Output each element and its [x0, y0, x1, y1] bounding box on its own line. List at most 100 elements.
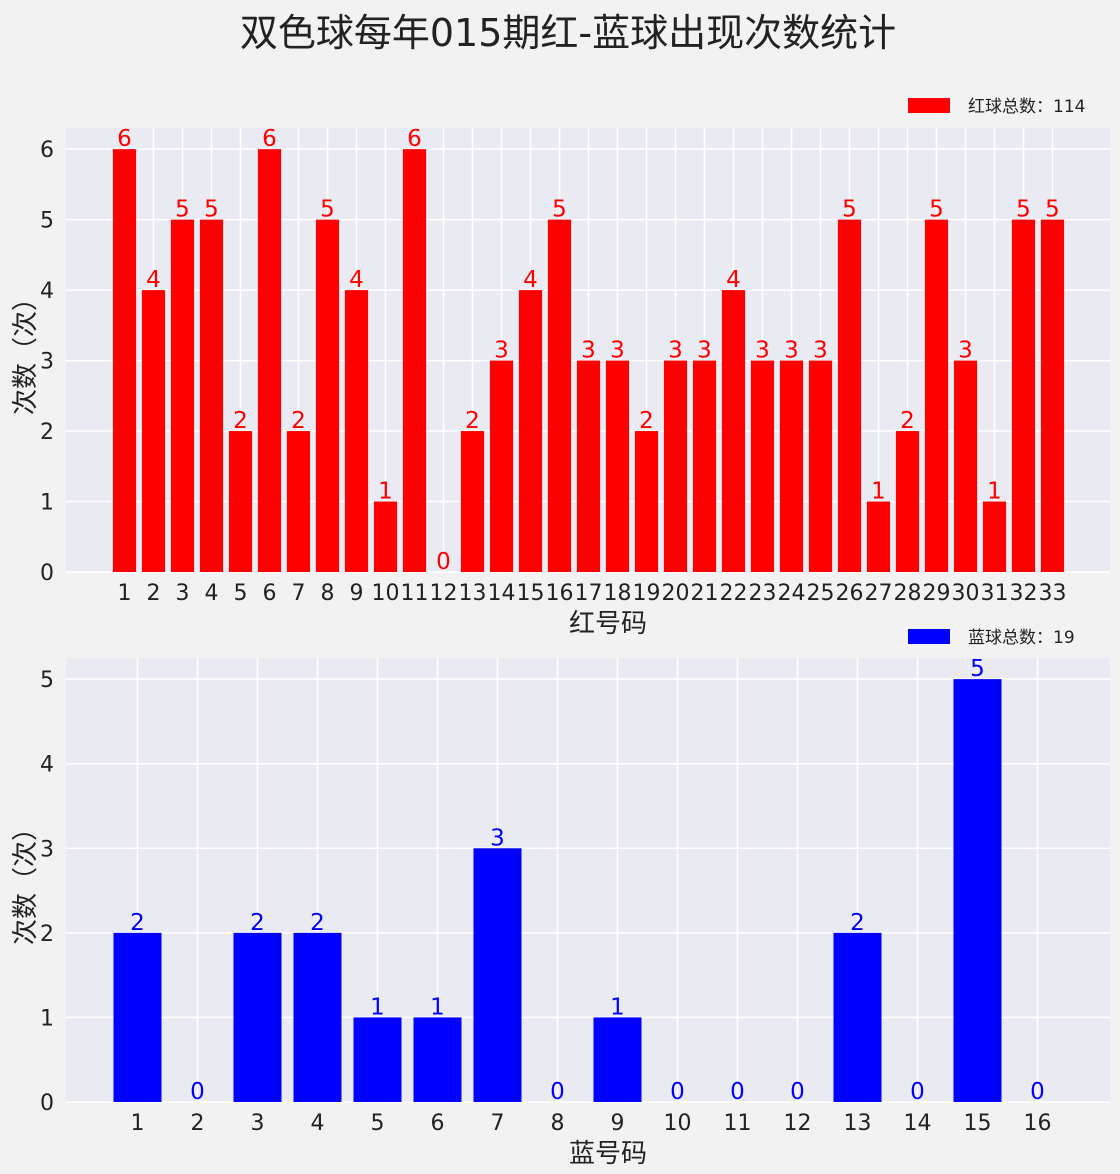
red-y-axis-label: 次数（次） — [11, 285, 41, 415]
red-x-tick-label: 11 — [401, 581, 429, 606]
red-bar — [1040, 219, 1065, 572]
red-data-label: 5 — [1045, 197, 1060, 223]
red-x-tick-label: 2 — [147, 581, 161, 606]
blue-x-tick-label: 3 — [251, 1111, 265, 1136]
red-bar — [315, 219, 340, 572]
red-bar — [750, 360, 775, 572]
blue-data-label: 5 — [970, 656, 985, 682]
blue-data-label: 1 — [610, 994, 625, 1020]
blue-bar — [473, 848, 522, 1102]
red-x-tick-label: 7 — [292, 581, 306, 606]
red-x-tick-label: 13 — [459, 581, 487, 606]
red-bar — [141, 290, 166, 572]
red-x-tick-label: 25 — [807, 581, 835, 606]
red-bar — [112, 149, 137, 572]
blue-data-label: 0 — [1030, 1079, 1045, 1105]
blue-data-label: 0 — [670, 1079, 685, 1105]
blue-y-tick-label: 4 — [40, 753, 54, 778]
red-bar — [895, 431, 920, 572]
red-bar — [576, 360, 601, 572]
blue-y-axis-label: 次数（次） — [11, 815, 41, 945]
red-data-label: 5 — [175, 197, 190, 223]
blue-data-label: 1 — [370, 994, 385, 1020]
blue-x-tick-label: 16 — [1024, 1111, 1052, 1136]
red-y-tick-label: 6 — [40, 138, 54, 163]
red-data-label: 3 — [958, 338, 973, 364]
blue-x-tick-label: 13 — [844, 1111, 872, 1136]
red-x-tick-label: 21 — [691, 581, 719, 606]
blue-x-tick-label: 9 — [611, 1111, 625, 1136]
blue-bar — [293, 932, 342, 1102]
red-bar — [721, 290, 746, 572]
red-x-tick-label: 1 — [118, 581, 132, 606]
red-x-tick-label: 8 — [321, 581, 335, 606]
red-data-label: 5 — [552, 197, 567, 223]
blue-data-label: 0 — [550, 1079, 565, 1105]
red-bar — [953, 360, 978, 572]
blue-bar — [233, 932, 282, 1102]
blue-y-tick-label: 1 — [40, 1006, 54, 1031]
blue-x-axis-label: 蓝号码 — [569, 1139, 647, 1169]
red-x-tick-label: 4 — [205, 581, 219, 606]
red-bar — [663, 360, 688, 572]
red-bar — [808, 360, 833, 572]
red-bar — [866, 501, 891, 572]
red-x-tick-label: 27 — [865, 581, 893, 606]
red-bar — [170, 219, 195, 572]
blue-data-label: 2 — [850, 910, 865, 936]
blue-x-tick-label: 14 — [904, 1111, 932, 1136]
blue-legend-swatch — [908, 629, 950, 644]
red-bar — [373, 501, 398, 572]
red-bar — [982, 501, 1007, 572]
blue-data-label: 0 — [910, 1079, 925, 1105]
red-data-label: 1 — [378, 479, 393, 505]
red-data-label: 3 — [697, 338, 712, 364]
red-x-tick-label: 22 — [720, 581, 748, 606]
red-data-label: 3 — [581, 338, 596, 364]
red-data-label: 6 — [407, 126, 422, 152]
red-x-tick-label: 28 — [894, 581, 922, 606]
red-bar — [257, 149, 282, 572]
red-bar — [460, 431, 485, 572]
red-x-tick-label: 19 — [633, 581, 661, 606]
red-data-label: 3 — [610, 338, 625, 364]
blue-x-tick-label: 6 — [431, 1111, 445, 1136]
red-x-tick-label: 16 — [546, 581, 574, 606]
blue-data-label: 2 — [250, 910, 265, 936]
red-data-label: 5 — [204, 197, 219, 223]
red-bar — [344, 290, 369, 572]
red-x-tick-label: 26 — [836, 581, 864, 606]
red-data-label: 2 — [639, 408, 654, 434]
red-bar — [692, 360, 717, 572]
red-bar — [518, 290, 543, 572]
red-bar — [1011, 219, 1036, 572]
red-x-tick-label: 5 — [234, 581, 248, 606]
blue-data-label: 3 — [490, 825, 505, 851]
blue-bar — [353, 1017, 402, 1102]
blue-x-tick-label: 1 — [131, 1111, 145, 1136]
red-data-label: 5 — [929, 197, 944, 223]
red-y-tick-label: 5 — [40, 209, 54, 234]
red-bar — [199, 219, 224, 572]
red-bar — [605, 360, 630, 572]
red-bar — [924, 219, 949, 572]
blue-ball-chart: 0123452102232415163708190100110122130145… — [11, 628, 1110, 1169]
red-data-label: 4 — [146, 267, 161, 293]
blue-x-tick-label: 10 — [664, 1111, 692, 1136]
blue-data-label: 0 — [190, 1079, 205, 1105]
red-y-tick-label: 2 — [40, 420, 54, 445]
red-data-label: 1 — [871, 479, 886, 505]
blue-data-label: 1 — [430, 994, 445, 1020]
red-bar — [228, 431, 253, 572]
red-data-label: 4 — [349, 267, 364, 293]
red-data-label: 3 — [784, 338, 799, 364]
red-y-tick-label: 3 — [40, 350, 54, 375]
blue-y-tick-label: 5 — [40, 668, 54, 693]
red-x-tick-label: 29 — [923, 581, 951, 606]
red-data-label: 2 — [465, 408, 480, 434]
red-legend-swatch — [908, 98, 950, 113]
blue-bar — [113, 932, 162, 1102]
blue-x-tick-label: 5 — [371, 1111, 385, 1136]
